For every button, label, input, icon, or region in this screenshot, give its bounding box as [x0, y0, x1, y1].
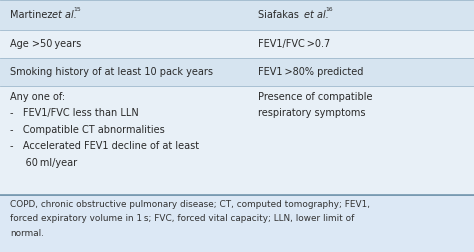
Text: 15: 15: [73, 7, 81, 12]
Bar: [0, 195, 474, 252]
Text: Smoking history of at least 10 pack years: Smoking history of at least 10 pack year…: [10, 67, 213, 77]
Text: respiratory symptoms: respiratory symptoms: [258, 108, 366, 118]
Bar: [0, 86, 474, 195]
Text: Siafakas: Siafakas: [258, 10, 302, 20]
Text: normal.: normal.: [10, 229, 44, 238]
Text: 16: 16: [325, 7, 333, 12]
Text: et al.: et al.: [52, 10, 77, 20]
Bar: [0, 30, 474, 58]
Text: Martinez: Martinez: [10, 10, 56, 20]
Text: FEV1/FVC >0.7: FEV1/FVC >0.7: [258, 39, 330, 49]
Text: Age >50 years: Age >50 years: [10, 39, 82, 49]
Text: forced expiratory volume in 1 s; FVC, forced vital capacity; LLN, lower limit of: forced expiratory volume in 1 s; FVC, fo…: [10, 214, 355, 223]
Text: 60 ml/year: 60 ml/year: [10, 158, 78, 168]
Text: -   Accelerated FEV1 decline of at least: - Accelerated FEV1 decline of at least: [10, 141, 200, 151]
Text: COPD, chronic obstructive pulmonary disease; CT, computed tomography; FEV1,: COPD, chronic obstructive pulmonary dise…: [10, 200, 370, 209]
Text: Any one of:: Any one of:: [10, 91, 65, 102]
Text: et al.: et al.: [304, 10, 329, 20]
Bar: [0, 0, 474, 30]
Text: FEV1 >80% predicted: FEV1 >80% predicted: [258, 67, 364, 77]
Text: -   FEV1/FVC less than LLN: - FEV1/FVC less than LLN: [10, 108, 139, 118]
Bar: [0, 58, 474, 86]
Text: -   Compatible CT abnormalities: - Compatible CT abnormalities: [10, 125, 165, 135]
Text: Presence of compatible: Presence of compatible: [258, 91, 373, 102]
